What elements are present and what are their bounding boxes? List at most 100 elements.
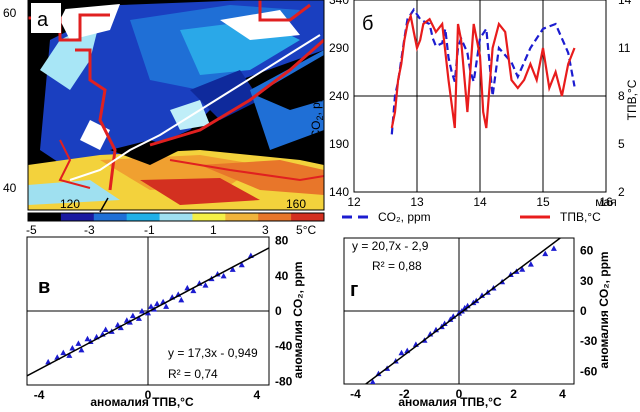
legend-sst-label: ТПВ,°C <box>560 210 601 224</box>
colorbar-swatch <box>93 213 128 221</box>
scatter-point <box>550 245 557 251</box>
scatter-point <box>75 340 82 346</box>
y-tick: 30 <box>580 274 594 288</box>
scatter-point <box>66 352 73 358</box>
scatter-point <box>238 261 245 268</box>
scatter-point <box>369 378 376 384</box>
x-tick: 4 <box>559 387 566 401</box>
y-tick-right: 8 <box>618 89 625 103</box>
colorbar-tick-1: -3 <box>84 223 95 237</box>
colorbar-tick-2: -1 <box>144 223 155 237</box>
trend-line <box>364 238 562 384</box>
scatter-point <box>60 349 67 356</box>
scatter-point <box>202 282 209 288</box>
scatter-point <box>163 303 170 309</box>
y-tick-right: 5 <box>618 137 625 151</box>
y-tick: -60 <box>580 364 598 378</box>
x-tick: 13 <box>410 195 424 209</box>
colorbar-swatch <box>60 213 95 221</box>
panel-a-lon-left: 120 <box>60 197 80 211</box>
panel-a-lat-bottom: 40 <box>3 181 17 195</box>
x-tick: 15 <box>536 195 550 209</box>
panel-b-right-axis-label: ТПВ,°C <box>625 79 639 120</box>
scatter-point <box>114 321 121 328</box>
colorbar-tick-0: -5 <box>26 223 37 237</box>
y-tick: -40 <box>275 339 293 353</box>
scatter-point <box>138 308 145 314</box>
panel-b-left-axis-label: CO2, ppm <box>309 85 325 138</box>
y-tick-left: 190 <box>329 137 349 151</box>
scatter-point <box>456 310 462 316</box>
colorbar-swatch <box>28 213 62 221</box>
scatter-point <box>178 296 185 303</box>
legend-co2-label: CO₂, ppm <box>378 210 431 224</box>
x-tick: 12 <box>347 195 361 209</box>
panel-v-xlabel: аномалия ТПВ,°C <box>90 395 194 409</box>
panel-a-lat-top: 60 <box>3 6 17 20</box>
y-tick-right: 14 <box>618 0 632 7</box>
scatter-point <box>117 324 124 331</box>
y-tick-right: 2 <box>618 185 625 199</box>
panel-a-pointer <box>99 197 109 213</box>
panel-v-r2: R² = 0,74 <box>168 367 218 381</box>
y-tick: 0 <box>580 304 587 318</box>
y-tick-left: 290 <box>329 41 349 55</box>
panel-v-equation: y = 17,3x - 0,949 <box>168 346 258 360</box>
panel-b-plot <box>353 0 607 193</box>
colorbar-swatch <box>159 213 193 221</box>
panel-g-label-box <box>346 276 372 302</box>
y-tick: -80 <box>275 374 293 388</box>
panel-v-ylabel: аномалия CO₂, ppm <box>291 261 305 378</box>
x-tick: -4 <box>350 387 361 401</box>
panel-v-plot <box>26 236 270 386</box>
scatter-point <box>102 326 109 332</box>
trend-line <box>27 247 269 377</box>
y-tick: 40 <box>275 269 289 283</box>
panel-v-label-box <box>33 273 63 299</box>
scatter-point <box>519 266 526 272</box>
panel-a-map <box>28 0 324 210</box>
colorbar-tick-3: 1 <box>210 223 217 237</box>
panel-b-label: б <box>362 13 373 35</box>
y-tick: 80 <box>275 234 289 248</box>
scatter-point <box>129 312 136 319</box>
scatter-point <box>441 320 448 327</box>
x-tick: -2 <box>399 387 410 401</box>
colorbar-swatch <box>192 213 226 221</box>
scatter-point <box>148 303 155 309</box>
colorbar-tick-5: 5°C <box>296 223 316 237</box>
panel-g-plot <box>343 237 575 385</box>
scatter-point <box>84 335 91 342</box>
scatter-point <box>184 284 191 291</box>
panel-g-xlabel: аномалия ТПВ,°C <box>398 395 502 409</box>
y-tick-left: 140 <box>329 185 349 199</box>
scatter-point <box>229 266 236 272</box>
panel-a-frame <box>27 0 325 211</box>
x-tick: 14 <box>473 195 487 209</box>
panel-g-r2: R² = 0,88 <box>372 259 422 273</box>
y-tick: 60 <box>580 244 594 258</box>
panel-v-label: в <box>38 276 50 298</box>
scatter-point <box>78 346 85 353</box>
panel-a-colorbar <box>27 212 325 222</box>
panel-a-label: а <box>37 9 49 31</box>
scatter-point <box>190 287 197 294</box>
colorbar-swatch <box>126 213 161 221</box>
x-tick: 0 <box>145 388 152 402</box>
scatter-point <box>69 345 76 351</box>
y-tick: 0 <box>275 304 282 318</box>
panel-g-label: г <box>350 279 358 301</box>
scatter-point <box>154 300 161 307</box>
y-tick-right: 11 <box>618 41 631 55</box>
x-tick: 2 <box>510 387 517 401</box>
scatter-point <box>135 315 142 321</box>
colorbar-swatch <box>258 213 292 221</box>
scatter-point <box>447 316 454 322</box>
scatter-point <box>542 250 549 257</box>
panel-a-label-box <box>31 3 61 33</box>
panel-g-ylabel: аномалия CO₂, ppm <box>597 251 611 368</box>
x-tick: -4 <box>34 388 45 402</box>
colorbar-swatch <box>225 213 259 221</box>
y-tick-left: 340 <box>329 0 349 7</box>
